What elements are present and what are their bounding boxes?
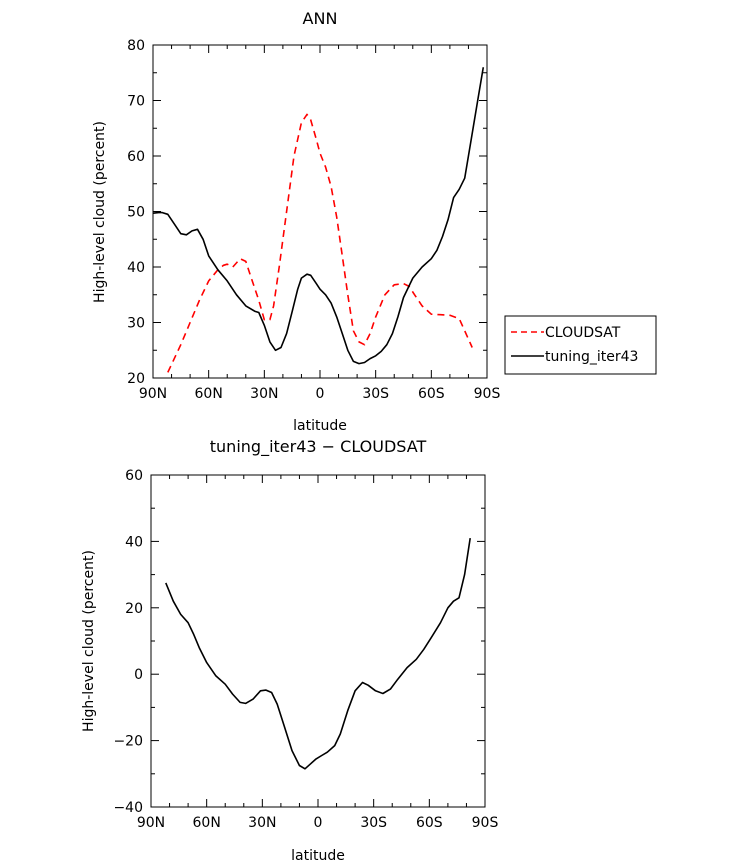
top-y-tick-label: 20 — [127, 371, 145, 387]
bottom-chart-plot-area: 90N 60N 30N 0 30S 60S 90S −40 −20 0 20 40 60 — [113, 468, 498, 831]
top-y-tick-label: 50 — [127, 205, 145, 221]
bottom-y-tick-label: 40 — [125, 534, 143, 550]
top-chart-title: ANN — [303, 9, 338, 28]
bottom-y-tick-label: 20 — [125, 601, 143, 617]
bottom-x-tick-label: 90S — [472, 815, 499, 831]
legend-label-tuning-iter43: tuning_iter43 — [545, 349, 638, 365]
legend-box — [504, 315, 657, 375]
top-chart-legend: CLOUDSAT tuning_iter43 — [504, 315, 657, 375]
top-x-tick-label: 0 — [316, 386, 325, 402]
bottom-x-tick-label: 60S — [416, 815, 443, 831]
series-line-tuning-iter43 — [152, 67, 485, 365]
top-x-tick-label: 90S — [474, 386, 501, 402]
series-line-cloudsat — [167, 113, 473, 373]
top-x-tick-label: 30N — [250, 386, 278, 402]
bottom-y-tick-label: −20 — [113, 734, 143, 750]
top-y-tick-label: 80 — [127, 38, 145, 54]
top-chart-x-axis-label: latitude — [293, 418, 347, 434]
bottom-chart-y-axis-label: High-level cloud (percent) — [81, 550, 97, 732]
top-x-tick-label: 60S — [418, 386, 445, 402]
top-chart-y-axis-label: High-level cloud (percent) — [92, 121, 108, 303]
top-chart-plot-area: 90N 60N 30N 0 30S 60S 90S 20 30 40 50 60 70 80 — [127, 38, 500, 402]
bottom-chart-title: tuning_iter43 − CLOUDSAT — [210, 437, 427, 457]
top-y-tick-label: 40 — [127, 260, 145, 276]
series-line-bottom-difference — [165, 537, 471, 770]
top-y-tick-label: 60 — [127, 149, 145, 165]
top-x-tick-label: 90N — [139, 386, 167, 402]
top-x-tick-label: 30S — [362, 386, 389, 402]
bottom-x-tick-label: 30N — [248, 815, 276, 831]
bottom-x-tick-label: 90N — [137, 815, 165, 831]
bottom-x-tick-label: 30S — [360, 815, 387, 831]
top-y-tick-label: 30 — [127, 316, 145, 332]
bottom-y-tick-label: −40 — [113, 800, 143, 816]
bottom-chart-panel: tuning_iter43 − CLOUDSAT High-level clou… — [81, 437, 498, 864]
bottom-chart-x-axis-label: latitude — [291, 848, 345, 864]
bottom-x-tick-label: 60N — [193, 815, 221, 831]
top-x-tick-label: 60N — [195, 386, 223, 402]
top-chart-panel: ANN High-level cloud (percent) latitude … — [92, 9, 657, 434]
bottom-x-tick-label: 0 — [314, 815, 323, 831]
top-plot-frame — [152, 44, 488, 379]
bottom-y-tick-label: 60 — [125, 468, 143, 484]
legend-label-cloudsat: CLOUDSAT — [545, 325, 621, 341]
top-y-tick-label: 70 — [127, 94, 145, 110]
bottom-y-tick-label: 0 — [134, 667, 143, 683]
